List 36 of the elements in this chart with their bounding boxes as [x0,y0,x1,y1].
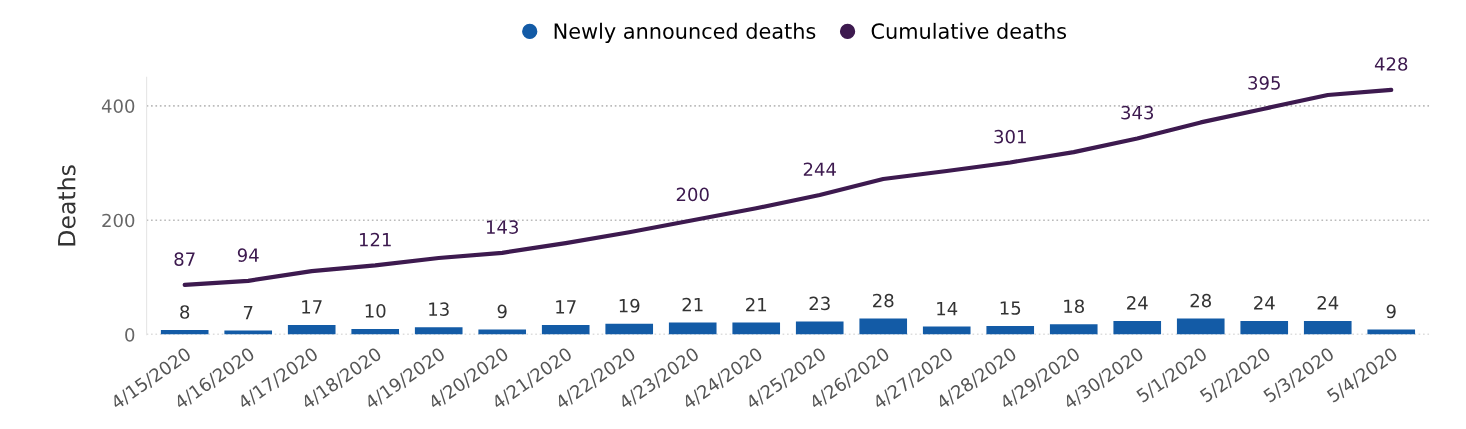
data-label: 24 [1317,296,1339,310]
data-label: 244 [803,162,836,176]
data-label: 13 [429,302,449,316]
y-tick-label: 400 [101,99,135,113]
data-label: 428 [1374,57,1408,71]
data-label: 21 [682,297,703,312]
data-label: 28 [1190,293,1211,308]
data-label: 87 [174,252,195,266]
data-label: 9 [1386,304,1396,319]
data-label: 121 [359,232,391,247]
data-label: 14 [937,301,958,316]
y-tick-label: 0 [125,328,135,342]
data-label: 19 [619,298,640,313]
data-label: 17 [556,300,576,314]
data-label: 395 [1248,76,1280,90]
data-label: 18 [1064,299,1084,314]
data-label: 200 [676,187,709,202]
legend-label: Cumulative deaths [871,22,1067,39]
data-label: 9 [497,304,507,319]
data-label: 10 [365,304,386,318]
data-label: 143 [486,220,518,234]
data-label: 23 [809,296,830,311]
data-label: 7 [243,305,253,320]
data-label: 17 [302,300,322,314]
data-label: 343 [1121,105,1154,120]
data-label: 24 [1254,296,1275,310]
data-label: 21 [746,297,767,312]
data-label: 8 [180,305,190,319]
y-tick-label: 200 [102,213,135,228]
legend-label: Newly announced deaths [554,22,816,44]
y-axis-title: Deaths [57,165,76,246]
data-label: 28 [873,293,894,308]
data-label: 15 [1000,301,1021,315]
data-label: 94 [237,248,259,262]
data-label: 24 [1127,296,1148,310]
data-label: 301 [994,129,1026,144]
